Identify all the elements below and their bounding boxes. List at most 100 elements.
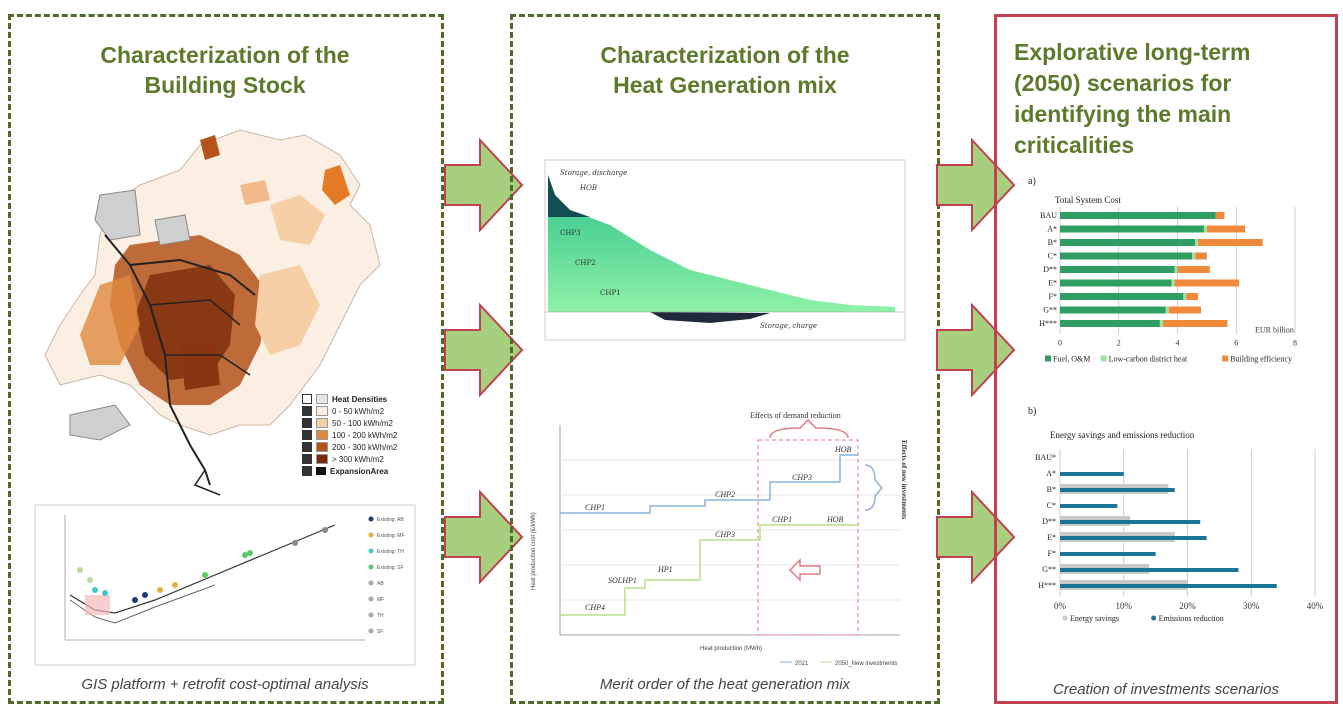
- legend-checkbox-icon: [302, 454, 312, 464]
- building-stock-title-line2: Building Stock: [144, 72, 306, 98]
- chart-b-category-label: C*: [1047, 501, 1056, 510]
- legend-swatch: [316, 406, 328, 416]
- chart-a-bar: [1060, 320, 1160, 327]
- merit-2050-hp1: HP1: [657, 565, 673, 574]
- scenarios-title-line4: criticalities: [1014, 132, 1135, 158]
- label-chp2: CHP2: [575, 259, 596, 267]
- merit-xlabel: Heat production (MWh): [700, 646, 762, 652]
- chart-b-bar: [1060, 472, 1124, 476]
- chart-a-bar: [1174, 266, 1178, 273]
- chart-a-category-label: H***: [1039, 319, 1057, 328]
- chart-a-bar: [1168, 306, 1201, 314]
- legend-items: 0 - 50 kWh/m2 50 - 100 kWh/m2 100 - 200 kW…: [302, 405, 412, 465]
- left-caption: GIS platform + retrofit cost-optimal ana…: [81, 676, 369, 693]
- merit-2050-chp4: CHP4: [585, 603, 605, 612]
- chart-a-bar: [1162, 320, 1228, 327]
- label-hob: HOB: [579, 184, 597, 192]
- legend-swatch: [316, 467, 326, 475]
- energy-savings-chart: b) Energy savings and emissions reduction…: [1028, 406, 1324, 623]
- scatter-legend-marker: [368, 612, 374, 618]
- heat-generation-title: Characterization of the Heat Generation …: [515, 40, 935, 100]
- chart-b-category-label: D**: [1042, 517, 1056, 526]
- legend-swatch: [316, 442, 328, 452]
- legend-expansion: ExpansionArea: [330, 466, 389, 476]
- merit-legend-2050: 2050_New investments: [835, 661, 897, 667]
- total-system-cost-chart: a) Total System Cost 0 2 4 6 8 EUR billion BAU A*…: [1028, 176, 1297, 364]
- chart-b-legend-label: Emissions reduction: [1159, 614, 1224, 623]
- merit-2050-chp3: CHP3: [715, 530, 735, 539]
- chart-a-category-label: G**: [1043, 306, 1057, 315]
- chart-a-bar: [1174, 279, 1240, 287]
- chart-a-legend-label: Fuel, O&M: [1053, 355, 1090, 364]
- right-caption: Creation of investments scenarios: [1053, 681, 1279, 698]
- chart-a-tick-label: 6: [1234, 339, 1238, 348]
- scenarios-title: Explorative long-term (2050) scenarios f…: [1014, 37, 1334, 161]
- scatter-legend-label: Existing: MF: [377, 533, 405, 539]
- chart-a-category-label: F*: [1049, 292, 1057, 301]
- legend-item: 0 - 50 kWh/m2: [302, 405, 412, 417]
- legend-title: Heat Densities: [332, 394, 388, 404]
- chart-b-bar: [1060, 536, 1207, 540]
- legend-item: 100 - 200 kWh/m2: [302, 429, 412, 441]
- scatter-legend-marker: [368, 532, 374, 538]
- chart-b-tick-label: 10%: [1116, 601, 1133, 611]
- legend-item-label: 0 - 50 kWh/m2: [332, 406, 385, 416]
- middle-caption: Merit order of the heat generation mix: [599, 676, 851, 693]
- legend-checkbox-icon: [302, 442, 312, 452]
- scatter-legend-label: Existing: SF: [377, 565, 404, 571]
- chart-a-bar: [1060, 239, 1196, 246]
- chart-b-category-label: B*: [1047, 485, 1056, 494]
- merit-2050-solhp1: SOLHP1: [608, 576, 637, 585]
- legend-checkbox-icon: [302, 394, 312, 404]
- chart-a-bar: [1060, 279, 1172, 287]
- chart-b-bar: [1060, 584, 1277, 588]
- chart-a-category-label: C*: [1048, 252, 1057, 261]
- legend-checkbox-icon: [302, 430, 312, 440]
- legend-swatch: [316, 418, 328, 428]
- chart-a-tick-label: 0: [1058, 339, 1062, 348]
- arrow-right-icon: [444, 302, 524, 398]
- chart-a-bar: [1215, 212, 1225, 219]
- chart-b-bar: [1060, 504, 1118, 508]
- arrow-right-icon: [444, 137, 524, 233]
- heat-generation-title-line1: Characterization of the: [600, 42, 850, 68]
- legend-item-label: > 300 kWh/m2: [332, 454, 384, 464]
- chart-a-bar: [1159, 320, 1163, 327]
- chart-a-bar: [1206, 225, 1246, 233]
- scatter-legend-label: AB: [377, 581, 384, 587]
- heat-generation-title-line2: Heat Generation mix: [613, 72, 837, 98]
- heat-density-legend: Heat Densities 0 - 50 kWh/m2 50 - 100 kWh…: [302, 393, 412, 477]
- retrofit-scatter-plot: Existing: AB Existing: MF Existing: TH Exis…: [34, 504, 416, 666]
- building-stock-title: Characterization of the Building Stock: [20, 40, 430, 100]
- merit-legend-2021: 2021: [795, 661, 809, 667]
- merit-order-chart: Effects of demand reduction Effects of n…: [530, 410, 910, 670]
- chart-a-category-label: BAU: [1040, 211, 1057, 220]
- chart-a-bar: [1060, 252, 1193, 260]
- chart-b-tick-label: 40%: [1307, 601, 1324, 611]
- chart-b-bar: [1060, 552, 1156, 556]
- scatter-legend: Existing: AB Existing: MF Existing: TH Exis…: [368, 516, 405, 635]
- chart-a-tick-label: 8: [1293, 339, 1297, 348]
- chart-a-category-label: E*: [1048, 279, 1057, 288]
- label-storage-charge: Storage, charge: [760, 322, 817, 330]
- chart-a-bar: [1060, 306, 1166, 314]
- building-stock-panel: [8, 14, 444, 704]
- legend-item: > 300 kWh/m2: [302, 453, 412, 465]
- arrow-right-icon: [444, 489, 524, 585]
- merit-2050-chp1: CHP1: [772, 515, 792, 524]
- merit-ylabel: Heat production cost (€/kWh): [531, 512, 537, 590]
- legend-item-label: 200 - 300 kWh/m2: [332, 442, 398, 452]
- chart-b-category-label: BAU*: [1035, 453, 1056, 462]
- scatter-legend-label: SF: [377, 629, 383, 635]
- chart-b-label: b): [1028, 406, 1036, 417]
- chart-b-category-label: E*: [1047, 533, 1056, 542]
- scatter-legend-marker: [368, 564, 374, 570]
- chart-b-bar: [1060, 520, 1201, 524]
- legend-item-label: 50 - 100 kWh/m2: [332, 418, 393, 428]
- arrow-right-icon: [936, 137, 1016, 233]
- legend-item-label: 100 - 200 kWh/m2: [332, 430, 398, 440]
- legend-swatch: [316, 430, 328, 440]
- chart-b-bar: [1060, 488, 1175, 492]
- chart-a-legend-swatch: [1100, 355, 1107, 362]
- chart-b-tick-label: 0%: [1054, 601, 1067, 611]
